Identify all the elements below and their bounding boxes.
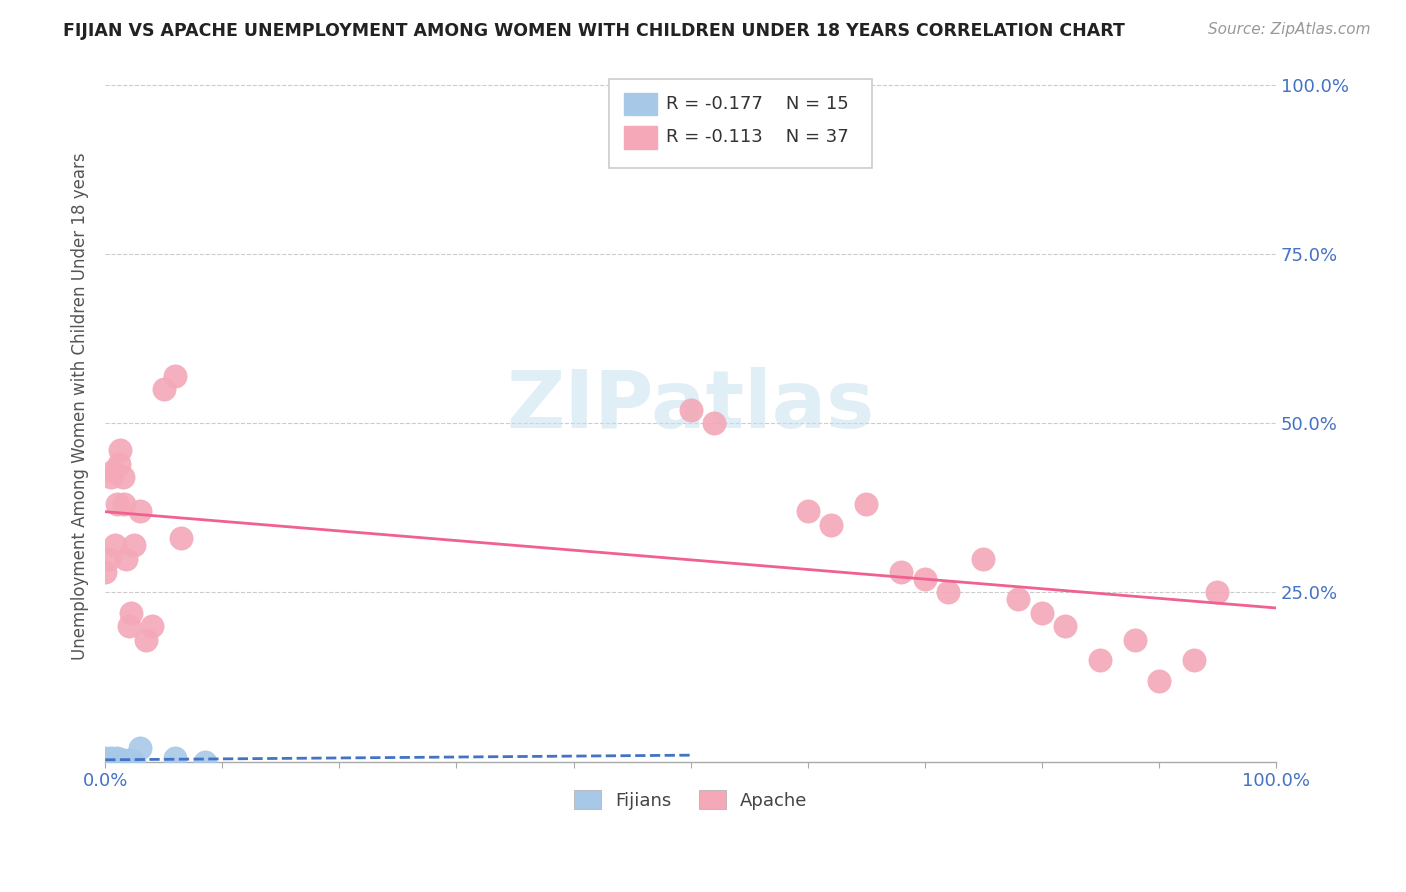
Point xyxy=(124,538,146,552)
Point xyxy=(103,538,125,552)
Point xyxy=(972,551,994,566)
Point xyxy=(1007,592,1029,607)
Point xyxy=(100,470,122,484)
Point xyxy=(112,497,135,511)
Point xyxy=(165,368,187,383)
Text: FIJIAN VS APACHE UNEMPLOYMENT AMONG WOMEN WITH CHILDREN UNDER 18 YEARS CORRELATI: FIJIAN VS APACHE UNEMPLOYMENT AMONG WOME… xyxy=(63,22,1125,40)
FancyBboxPatch shape xyxy=(609,79,872,168)
Point xyxy=(679,402,702,417)
Point xyxy=(94,751,117,765)
Point xyxy=(141,619,163,633)
Point xyxy=(1182,653,1205,667)
Point xyxy=(1090,653,1112,667)
Bar xyxy=(624,126,657,149)
Point xyxy=(111,755,134,769)
Point xyxy=(105,497,128,511)
Point xyxy=(820,517,842,532)
Legend: Fijians, Apache: Fijians, Apache xyxy=(567,783,814,817)
Point xyxy=(152,382,174,396)
Point xyxy=(1031,606,1053,620)
Point xyxy=(108,457,131,471)
Point xyxy=(170,531,193,545)
Bar xyxy=(624,93,657,115)
Point xyxy=(914,572,936,586)
Point xyxy=(120,606,142,620)
Point xyxy=(97,551,120,566)
Point xyxy=(117,755,139,769)
Point xyxy=(103,464,125,478)
Point xyxy=(1054,619,1077,633)
Point xyxy=(1125,632,1147,647)
Point xyxy=(703,416,725,430)
Point xyxy=(1147,673,1170,688)
Point xyxy=(1206,585,1229,599)
Point xyxy=(855,497,877,511)
Point xyxy=(115,551,138,566)
Point xyxy=(117,753,139,767)
Point xyxy=(110,443,132,458)
Point xyxy=(100,751,122,765)
Point xyxy=(124,755,146,769)
Point xyxy=(135,632,157,647)
Point xyxy=(936,585,959,599)
Y-axis label: Unemployment Among Women with Children Under 18 years: Unemployment Among Women with Children U… xyxy=(72,153,89,660)
Point xyxy=(105,751,128,765)
Point xyxy=(796,504,818,518)
Text: R = -0.113    N = 37: R = -0.113 N = 37 xyxy=(666,128,849,146)
Point xyxy=(105,755,128,769)
Point xyxy=(890,565,912,579)
Point xyxy=(117,619,139,633)
Point xyxy=(105,753,128,767)
Point xyxy=(129,504,152,518)
Point xyxy=(111,753,134,767)
Text: Source: ZipAtlas.com: Source: ZipAtlas.com xyxy=(1208,22,1371,37)
Text: ZIPatlas: ZIPatlas xyxy=(506,368,875,445)
Point xyxy=(100,755,122,769)
Text: R = -0.177    N = 15: R = -0.177 N = 15 xyxy=(666,95,849,113)
Point xyxy=(111,470,134,484)
Point xyxy=(94,565,117,579)
Point xyxy=(165,751,187,765)
Point xyxy=(129,741,152,756)
Point xyxy=(194,755,217,769)
Point xyxy=(94,755,117,769)
